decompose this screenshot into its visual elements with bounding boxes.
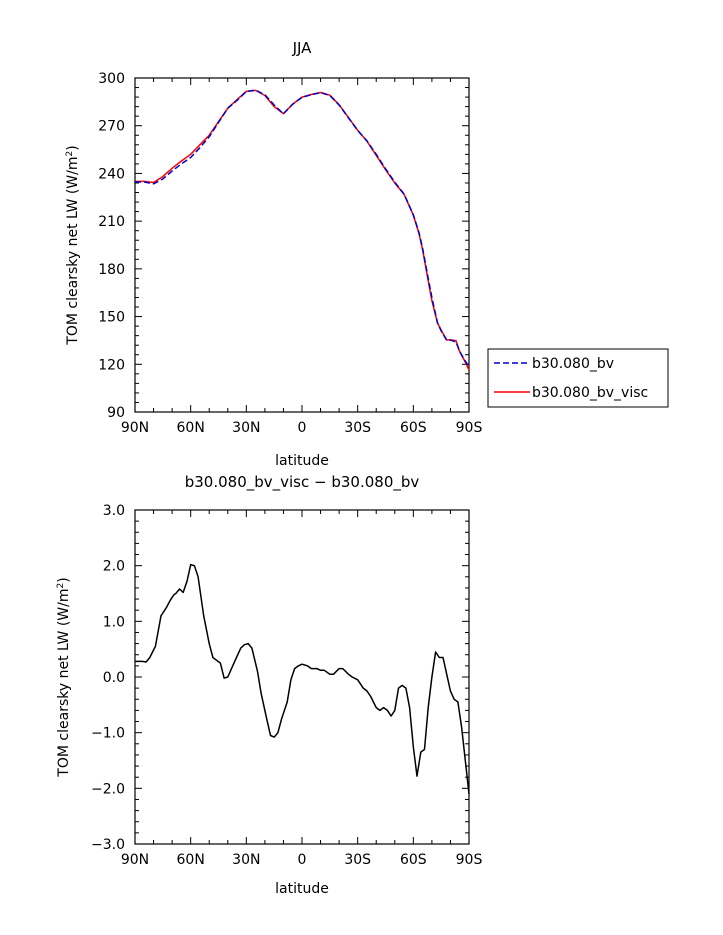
x-tick-label: 90N [121, 852, 149, 868]
bottom-y-tick-labels: 3.0 2.0 1.0 0.0 −1.0 −2.0 −3.0 [91, 503, 125, 853]
bottom-x-tick-labels: 90N 60N 30N 0 30S 60S 90S [121, 852, 483, 868]
series-line-0-1 [135, 89, 470, 371]
y-tick-label: 300 [98, 71, 125, 87]
x-tick-label: 60S [400, 420, 427, 436]
top-chart: JJA 90 120 150 180 210 240 270 300 90N 60N 30N 0 30… [65, 39, 669, 469]
x-tick-label: 60N [177, 420, 205, 436]
top-axis-ticks [134, 77, 470, 413]
x-tick-label: 90S [456, 852, 483, 868]
top-chart-legend: b30.080_bv b30.080_bv_visc [487, 348, 669, 408]
y-tick-label: 150 [98, 310, 125, 326]
x-tick-label: 0 [298, 420, 307, 436]
y-tick-label: 270 [98, 119, 125, 135]
x-tick-label: 30S [344, 852, 371, 868]
y-tick-label: 90 [107, 405, 125, 421]
legend-label-bv: b30.080_bv [532, 356, 614, 372]
x-tick-label: 0 [298, 852, 307, 868]
y-tick-label: 210 [98, 214, 125, 230]
bottom-plot-frame [134, 509, 470, 845]
y-tick-label: −3.0 [91, 837, 125, 853]
bottom-axis-ticks [134, 509, 470, 845]
x-tick-label: 60S [400, 852, 427, 868]
x-tick-label: 90N [121, 420, 149, 436]
y-tick-label: 0.0 [103, 670, 125, 686]
y-tick-label: 180 [98, 262, 125, 278]
top-x-axis-label: latitude [275, 453, 329, 469]
bottom-x-axis-label: latitude [275, 881, 329, 897]
bottom-chart-title: b30.080_bv_visc − b30.080_bv [185, 473, 420, 492]
x-tick-label: 30N [232, 852, 260, 868]
bottom-y-axis-label: TOM clearsky net LW (W/m2) [56, 577, 72, 777]
x-tick-label: 90S [456, 420, 483, 436]
series-line-1-0 [135, 563, 470, 794]
bottom-chart: b30.080_bv_visc − b30.080_bv 3.0 2.0 1.0 0.… [56, 473, 482, 897]
top-series-lines [134, 89, 470, 371]
legend-label-bv-visc: b30.080_bv_visc [532, 385, 648, 401]
x-tick-label: 30N [232, 420, 260, 436]
series-line-0-0 [134, 89, 470, 368]
y-tick-label: −1.0 [91, 726, 125, 742]
x-tick-label: 30S [344, 420, 371, 436]
top-y-tick-labels: 90 120 150 180 210 240 270 300 [98, 71, 125, 421]
bottom-series-lines [135, 563, 470, 794]
y-tick-label: −2.0 [91, 781, 125, 797]
top-x-tick-labels: 90N 60N 30N 0 30S 60S 90S [121, 420, 483, 436]
y-tick-label: 240 [98, 166, 125, 182]
y-tick-label: 2.0 [103, 559, 125, 575]
y-tick-label: 1.0 [103, 614, 125, 630]
top-plot-frame [134, 77, 470, 413]
legend-box [487, 348, 669, 408]
top-chart-title: JJA [292, 39, 313, 57]
y-tick-label: 120 [98, 357, 125, 373]
x-tick-label: 60N [177, 852, 205, 868]
y-tick-label: 3.0 [103, 503, 125, 519]
top-y-axis-label: TOM clearsky net LW (W/m2) [65, 145, 81, 345]
